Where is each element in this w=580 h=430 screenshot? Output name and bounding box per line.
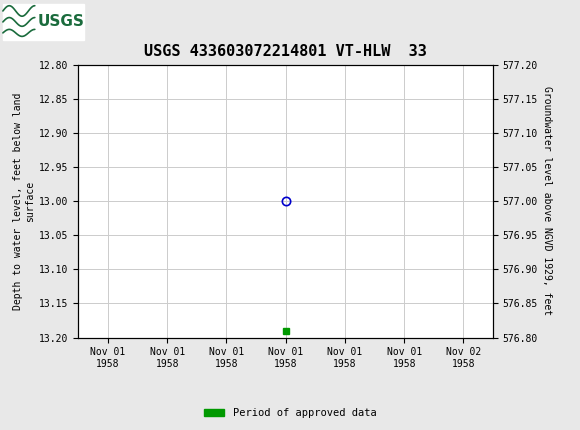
Legend: Period of approved data: Period of approved data xyxy=(200,404,380,423)
Y-axis label: Depth to water level, feet below land
surface: Depth to water level, feet below land su… xyxy=(13,92,35,310)
Title: USGS 433603072214801 VT-HLW  33: USGS 433603072214801 VT-HLW 33 xyxy=(144,44,427,59)
FancyBboxPatch shape xyxy=(3,3,84,40)
Text: USGS: USGS xyxy=(38,15,85,29)
Y-axis label: Groundwater level above NGVD 1929, feet: Groundwater level above NGVD 1929, feet xyxy=(542,86,552,316)
